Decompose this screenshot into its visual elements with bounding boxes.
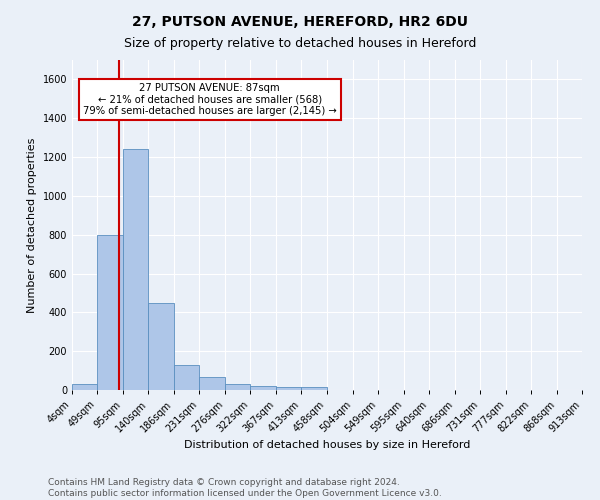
Text: Contains HM Land Registry data © Crown copyright and database right 2024.
Contai: Contains HM Land Registry data © Crown c…: [48, 478, 442, 498]
Bar: [97, 234, 123, 390]
Text: 27 PUTSON AVENUE: 87sqm
← 21% of detached houses are smaller (568)
79% of semi-d: 27 PUTSON AVENUE: 87sqm ← 21% of detache…: [83, 83, 337, 116]
Bar: [72, 384, 97, 390]
Bar: [224, 384, 250, 390]
Bar: [123, 150, 148, 390]
Y-axis label: Number of detached properties: Number of detached properties: [27, 138, 37, 312]
X-axis label: Distribution of detached houses by size in Hereford: Distribution of detached houses by size …: [184, 440, 470, 450]
Bar: [199, 378, 224, 390]
Bar: [250, 386, 275, 390]
Text: Size of property relative to detached houses in Hereford: Size of property relative to detached ho…: [124, 38, 476, 51]
Bar: [301, 387, 327, 390]
Bar: [174, 365, 199, 390]
Text: 27, PUTSON AVENUE, HEREFORD, HR2 6DU: 27, PUTSON AVENUE, HEREFORD, HR2 6DU: [132, 15, 468, 29]
Bar: [275, 387, 301, 390]
Bar: [148, 302, 174, 390]
